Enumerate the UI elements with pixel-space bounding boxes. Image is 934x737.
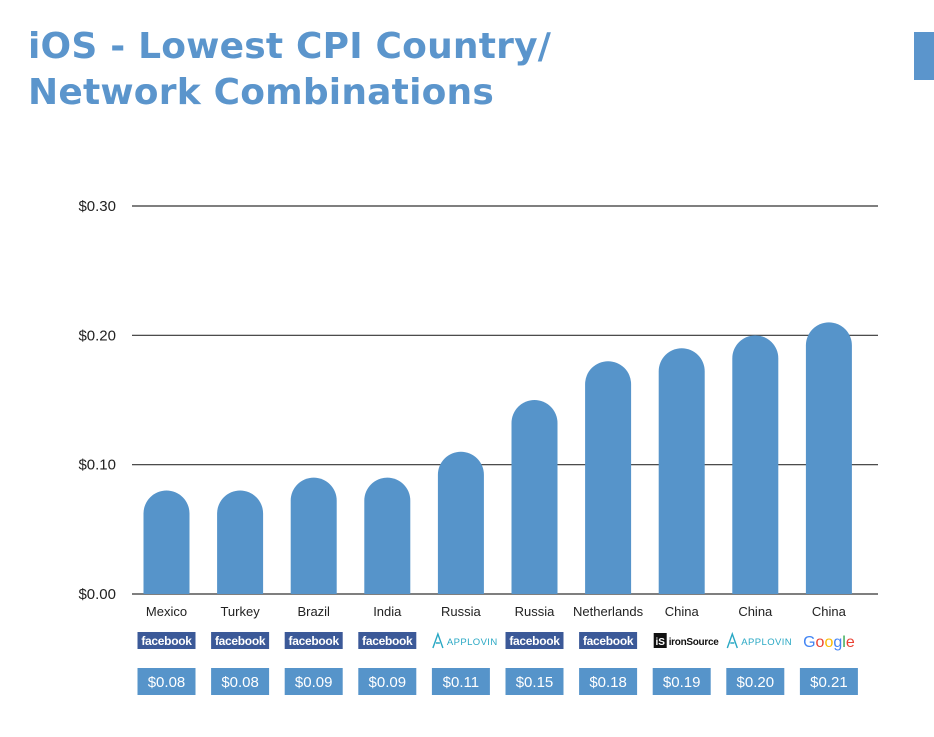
y-tick-label: $0.10: [78, 457, 116, 474]
facebook-logo: facebook: [137, 632, 196, 649]
category-label: China: [812, 604, 847, 619]
value-label-box: [431, 668, 490, 695]
facebook-logo-text: facebook: [215, 634, 266, 648]
category-label: China: [665, 604, 700, 619]
value-label-box: [284, 668, 343, 695]
facebook-logo: facebook: [211, 632, 270, 649]
value-label-box: [652, 668, 711, 695]
facebook-logo-text: facebook: [141, 634, 192, 648]
facebook-logo-box: [284, 632, 343, 649]
y-tick-label: $0.00: [78, 586, 116, 603]
category-label: Russia: [441, 604, 482, 619]
bar: [217, 490, 264, 594]
category-label: Netherlands: [573, 604, 644, 619]
bar: [732, 335, 779, 594]
ironsource-badge-text: iS: [655, 637, 665, 648]
bar: [364, 477, 411, 594]
value-label-box: [726, 668, 785, 695]
facebook-logo: facebook: [284, 632, 343, 649]
value-label-box: [358, 668, 417, 695]
bar: [805, 322, 852, 594]
bar: [143, 490, 190, 594]
value-label-box: [505, 668, 564, 695]
facebook-logo-text: facebook: [289, 634, 340, 648]
title-line-1: iOS - Lowest CPI Country/: [28, 26, 552, 67]
facebook-logo-box: [579, 632, 638, 649]
value-label: $0.08: [221, 674, 259, 691]
value-label-box: [799, 668, 858, 695]
y-tick-label: $0.20: [78, 327, 116, 344]
ironsource-badge: [653, 633, 667, 648]
value-label-box: [211, 668, 270, 695]
applovin-logo-text: APPLOVIN: [447, 637, 498, 648]
category-label: China: [738, 604, 773, 619]
applovin-logo: APPLOVIN: [432, 631, 498, 649]
facebook-logo: facebook: [579, 632, 638, 649]
category-label: Turkey: [220, 604, 260, 619]
value-label: $0.21: [810, 674, 848, 691]
title-line-2: Network Combinations: [28, 72, 495, 113]
ironsource-logo: iS ironSource: [653, 633, 720, 648]
category-label: Russia: [515, 604, 556, 619]
facebook-logo-box: [211, 632, 270, 649]
bar: [585, 361, 632, 594]
facebook-logo-box: [358, 632, 417, 649]
facebook-logo-box: [505, 632, 564, 649]
value-label: $0.11: [443, 674, 479, 691]
bar: [511, 400, 558, 594]
bar: [658, 348, 705, 594]
value-label: $0.09: [369, 674, 407, 691]
applovin-logo-text: APPLOVIN: [741, 637, 792, 648]
google-logo: Google: [803, 634, 855, 651]
value-label: $0.09: [295, 674, 333, 691]
bar: [437, 451, 484, 594]
ironsource-logo-text: ironSource: [669, 637, 720, 648]
facebook-logo-text: facebook: [509, 634, 560, 648]
applovin-mark: [726, 631, 738, 649]
corner-tab-accent: [914, 32, 934, 80]
value-label-box: [137, 668, 196, 695]
value-label-box: [579, 668, 638, 695]
category-label: India: [373, 604, 402, 619]
facebook-logo-text: facebook: [583, 634, 634, 648]
facebook-logo-text: facebook: [362, 634, 413, 648]
value-label: $0.15: [516, 674, 554, 691]
category-label: Brazil: [297, 604, 330, 619]
facebook-logo: facebook: [358, 632, 417, 649]
google-logo-text: Google: [803, 634, 855, 651]
category-label: Mexico: [146, 604, 187, 619]
applovin-mark: [432, 631, 444, 649]
facebook-logo-box: [137, 632, 196, 649]
value-label: $0.18: [589, 674, 627, 691]
bar: [290, 477, 337, 594]
value-label: $0.08: [148, 674, 186, 691]
value-label: $0.19: [663, 674, 701, 691]
facebook-logo: facebook: [505, 632, 564, 649]
applovin-logo: APPLOVIN: [726, 631, 792, 649]
y-tick-label: $0.30: [78, 198, 116, 215]
value-label: $0.20: [737, 674, 775, 691]
page-title: iOS - Lowest CPI Country/ Network Combin…: [28, 24, 551, 116]
